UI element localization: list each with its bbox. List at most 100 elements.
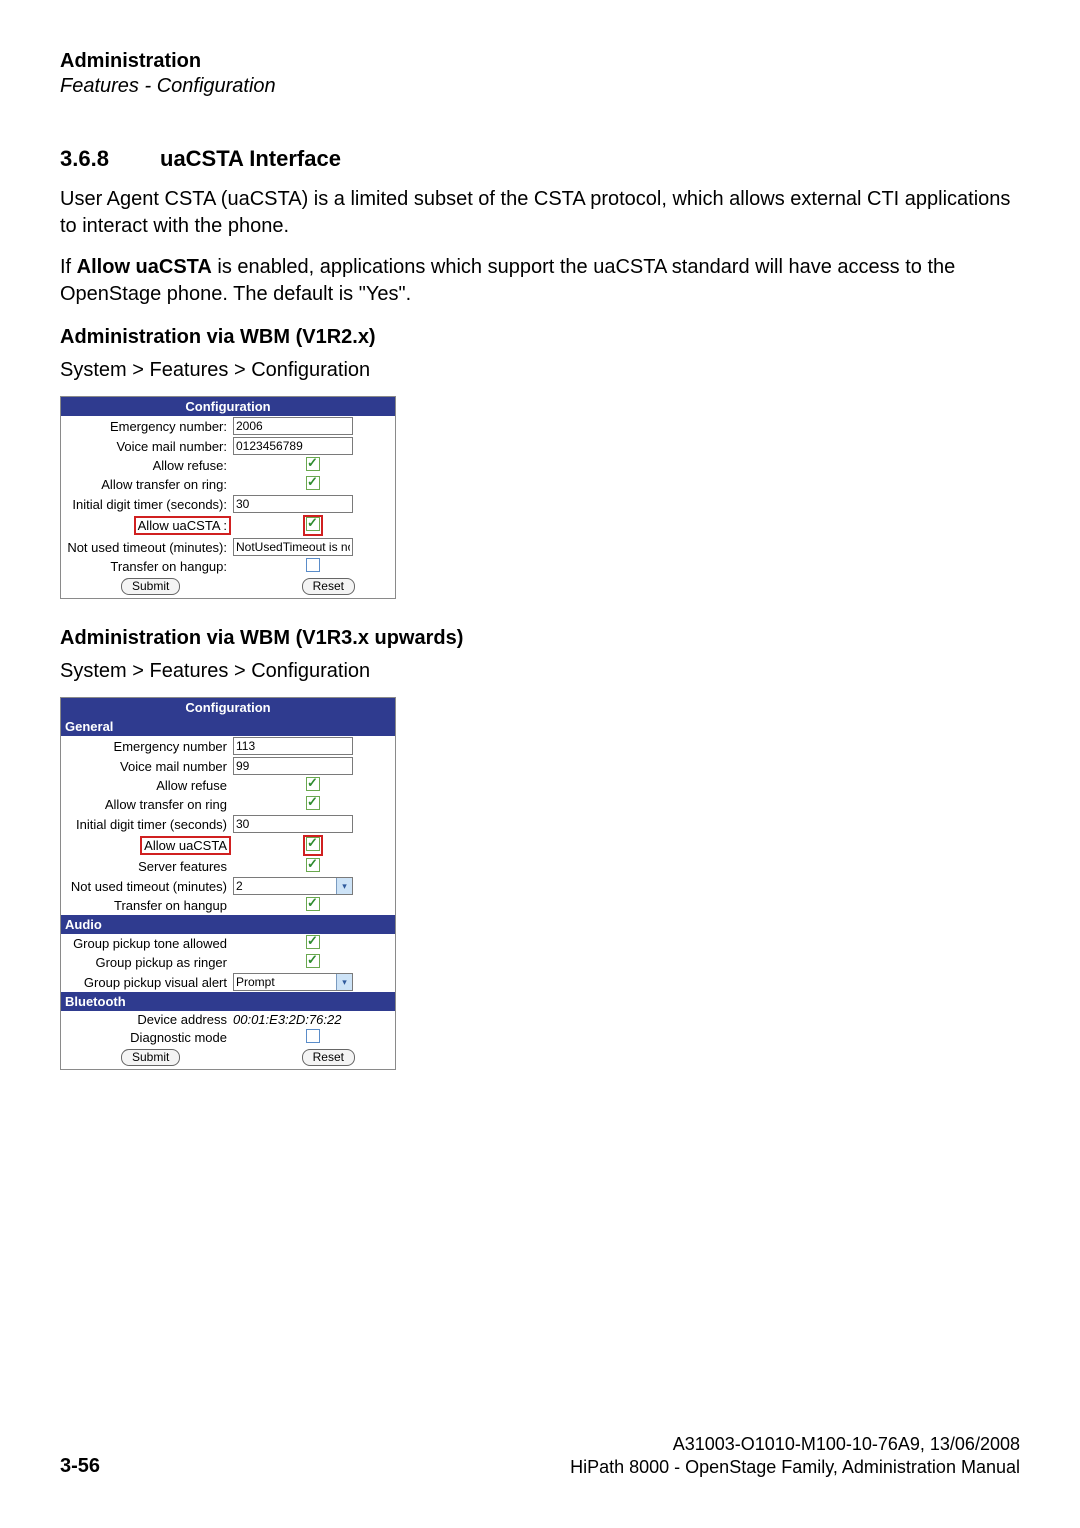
label-allow-refuse: Allow refuse: xyxy=(63,458,233,473)
page-footer: A31003-O1010-M100-10-76A9, 13/06/2008 3-… xyxy=(60,1434,1020,1478)
section-number: 3.6.8 xyxy=(60,146,160,172)
footer-doc-title: HiPath 8000 - OpenStage Family, Administ… xyxy=(570,1457,1020,1478)
label2-voicemail: Voice mail number xyxy=(63,759,233,774)
input-emergency[interactable] xyxy=(233,417,353,435)
reset-button[interactable]: Reset xyxy=(302,578,355,595)
row2-transfer-hangup: Transfer on hangup xyxy=(61,896,395,915)
row-allow-transfer: Allow transfer on ring: xyxy=(61,475,395,494)
page-header-subtitle: Features - Configuration xyxy=(60,75,1020,98)
label-not-used-timeout: Not used timeout (minutes): xyxy=(63,540,233,555)
label-transfer-hangup: Transfer on hangup: xyxy=(63,559,233,574)
row2-group-ringer: Group pickup as ringer xyxy=(61,953,395,972)
input2-digit-timer[interactable] xyxy=(233,815,353,833)
config-panel-v1r2: Configuration Emergency number: Voice ma… xyxy=(60,396,396,599)
p2-bold: Allow uaCSTA xyxy=(77,256,212,278)
row-allow-uacsta: Allow uaCSTA : xyxy=(61,514,395,537)
submit-button[interactable]: Submit xyxy=(121,578,180,595)
row2-group-tone: Group pickup tone allowed xyxy=(61,934,395,953)
row2-allow-transfer: Allow transfer on ring xyxy=(61,795,395,814)
panel1-buttons: Submit Reset xyxy=(61,576,395,598)
input-not-used-timeout[interactable] xyxy=(233,538,353,556)
label2-allow-uacsta: Allow uaCSTA xyxy=(63,836,233,855)
checkbox2-transfer-hangup[interactable] xyxy=(306,897,320,911)
checkbox2-allow-uacsta[interactable] xyxy=(306,837,320,851)
label-allow-transfer: Allow transfer on ring: xyxy=(63,477,233,492)
row-allow-refuse: Allow refuse: xyxy=(61,456,395,475)
select-not-used-timeout[interactable]: 2 ▾ xyxy=(233,877,353,895)
panel2-title: Configuration xyxy=(61,698,395,717)
checkbox-allow-transfer[interactable] xyxy=(306,476,320,490)
checkbox2-group-ringer[interactable] xyxy=(306,954,320,968)
label2-allow-transfer: Allow transfer on ring xyxy=(63,797,233,812)
section-title: uaCSTA Interface xyxy=(160,146,341,171)
panel1-breadcrumb: System > Features > Configuration xyxy=(60,359,1020,382)
label2-server-features: Server features xyxy=(63,859,233,874)
input2-emergency[interactable] xyxy=(233,737,353,755)
checkbox2-group-tone[interactable] xyxy=(306,935,320,949)
row2-voicemail: Voice mail number xyxy=(61,756,395,776)
p2-pre: If xyxy=(60,256,77,278)
label2-group-ringer: Group pickup as ringer xyxy=(63,955,233,970)
input-voicemail[interactable] xyxy=(233,437,353,455)
row2-emergency: Emergency number xyxy=(61,736,395,756)
panel1-title: Configuration xyxy=(61,397,395,416)
input-digit-timer[interactable] xyxy=(233,495,353,513)
row-transfer-hangup: Transfer on hangup: xyxy=(61,557,395,576)
paragraph-2: If Allow uaCSTA is enabled, applications… xyxy=(60,254,1020,308)
label-digit-timer: Initial digit timer (seconds): xyxy=(63,497,233,512)
reset-button-2[interactable]: Reset xyxy=(302,1049,355,1066)
section-general: General xyxy=(61,717,395,736)
label2-digit-timer: Initial digit timer (seconds) xyxy=(63,817,233,832)
row-not-used-timeout: Not used timeout (minutes): xyxy=(61,537,395,557)
label2-emergency: Emergency number xyxy=(63,739,233,754)
row-voicemail: Voice mail number: xyxy=(61,436,395,456)
panel1-heading: Administration via WBM (V1R2.x) xyxy=(60,326,1020,349)
value-device-addr: 00:01:E3:2D:76:22 xyxy=(233,1012,393,1027)
row2-group-visual: Group pickup visual alert Prompt ▾ xyxy=(61,972,395,992)
label2-device-addr: Device address xyxy=(63,1012,233,1027)
checkbox-allow-refuse[interactable] xyxy=(306,457,320,471)
label2-not-used-timeout: Not used timeout (minutes) xyxy=(63,879,233,894)
row2-diag-mode: Diagnostic mode xyxy=(61,1028,395,1047)
footer-doc-id: A31003-O1010-M100-10-76A9, 13/06/2008 xyxy=(60,1434,1020,1455)
checkbox2-server-features[interactable] xyxy=(306,858,320,872)
panel2-breadcrumb: System > Features > Configuration xyxy=(60,660,1020,683)
label2-allow-refuse: Allow refuse xyxy=(63,778,233,793)
section-heading: 3.6.8uaCSTA Interface xyxy=(60,146,1020,172)
panel2-heading: Administration via WBM (V1R3.x upwards) xyxy=(60,627,1020,650)
checkbox2-allow-transfer[interactable] xyxy=(306,796,320,810)
checkbox2-allow-refuse[interactable] xyxy=(306,777,320,791)
page-number: 3-56 xyxy=(60,1455,100,1478)
panel2-buttons: Submit Reset xyxy=(61,1047,395,1069)
row2-digit-timer: Initial digit timer (seconds) xyxy=(61,814,395,834)
document-page: Administration Features - Configuration … xyxy=(0,0,1080,1528)
checkbox-allow-uacsta[interactable] xyxy=(306,517,320,531)
label2-group-tone: Group pickup tone allowed xyxy=(63,936,233,951)
select-value-visual: Prompt xyxy=(236,975,275,989)
page-header-title: Administration xyxy=(60,50,1020,73)
row-digit-timer: Initial digit timer (seconds): xyxy=(61,494,395,514)
config-panel-v1r3: Configuration General Emergency number V… xyxy=(60,697,396,1070)
select-group-visual[interactable]: Prompt ▾ xyxy=(233,973,353,991)
chevron-down-icon: ▾ xyxy=(336,878,352,894)
label2-transfer-hangup: Transfer on hangup xyxy=(63,898,233,913)
label2-group-visual: Group pickup visual alert xyxy=(63,975,233,990)
checkbox-transfer-hangup[interactable] xyxy=(306,558,320,572)
row-emergency: Emergency number: xyxy=(61,416,395,436)
section-audio: Audio xyxy=(61,915,395,934)
row2-server-features: Server features xyxy=(61,857,395,876)
row2-not-used-timeout: Not used timeout (minutes) 2 ▾ xyxy=(61,876,395,896)
label-emergency: Emergency number: xyxy=(63,419,233,434)
label2-diag-mode: Diagnostic mode xyxy=(63,1030,233,1045)
row2-device-addr: Device address 00:01:E3:2D:76:22 xyxy=(61,1011,395,1028)
label-allow-uacsta: Allow uaCSTA : xyxy=(63,516,233,535)
section-bluetooth: Bluetooth xyxy=(61,992,395,1011)
checkbox2-diag-mode[interactable] xyxy=(306,1029,320,1043)
row2-allow-uacsta: Allow uaCSTA xyxy=(61,834,395,857)
chevron-down-icon: ▾ xyxy=(336,974,352,990)
select-value-timeout: 2 xyxy=(236,879,243,893)
submit-button-2[interactable]: Submit xyxy=(121,1049,180,1066)
paragraph-1: User Agent CSTA (uaCSTA) is a limited su… xyxy=(60,186,1020,240)
input2-voicemail[interactable] xyxy=(233,757,353,775)
label-voicemail: Voice mail number: xyxy=(63,439,233,454)
